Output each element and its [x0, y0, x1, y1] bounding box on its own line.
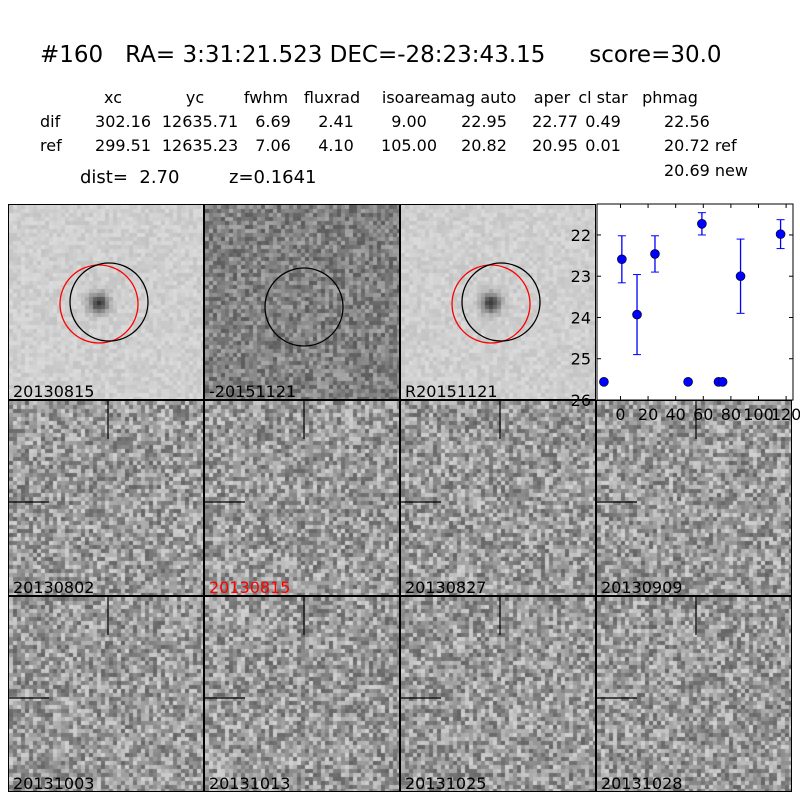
- stamp-image: [401, 401, 595, 595]
- data-point: [697, 219, 707, 229]
- table-cell: 105.00: [381, 136, 437, 155]
- image-stamp[interactable]: 20130909: [596, 400, 792, 596]
- table-cell: 2.41: [318, 112, 354, 131]
- table-cell: 12635.23: [161, 136, 239, 155]
- stamp-image: [205, 597, 399, 791]
- table-cell: 12635.71: [161, 112, 239, 131]
- y-tick-label: 26: [571, 391, 591, 410]
- table-cell: 0.01: [585, 136, 621, 155]
- column-header: phmag: [642, 88, 698, 107]
- stamp-image: [597, 597, 791, 791]
- stamp-date-label: 20131025: [405, 774, 487, 792]
- stamp-date-label: R20151121: [405, 382, 498, 400]
- image-stamp[interactable]: R20151121: [400, 204, 596, 400]
- stamp-date-label: 20130909: [601, 578, 683, 596]
- y-tick-label: 25: [571, 350, 591, 369]
- stamp-image: [597, 401, 791, 595]
- data-point: [632, 309, 642, 320]
- data-point: [683, 377, 693, 387]
- image-stamp[interactable]: 20131025: [400, 596, 596, 792]
- stamp-image: [9, 401, 203, 595]
- table-cell: 20.95: [532, 136, 578, 155]
- data-point: [599, 377, 609, 387]
- table-cell: 299.51: [95, 136, 151, 155]
- detection-circle: [264, 267, 344, 347]
- stamp-date-label: 20130827: [405, 578, 487, 596]
- column-header: yc: [185, 88, 205, 107]
- table-cell: 0.49: [585, 112, 621, 131]
- y-tick-label: 23: [571, 267, 591, 286]
- stamp-date-label: 20131028: [601, 774, 683, 792]
- table-cell: 6.69: [255, 112, 291, 131]
- stamp-date-label: 20130815: [209, 578, 291, 596]
- data-point: [617, 254, 627, 265]
- table-cell: 20.72 ref: [664, 136, 737, 155]
- column-header: mag auto: [439, 88, 517, 107]
- table-cell: 7.06: [255, 136, 291, 155]
- table-cell: 302.16: [95, 112, 151, 131]
- column-header: fwhm: [243, 88, 289, 107]
- column-header: fluxrad: [303, 88, 361, 107]
- column-header: xc: [104, 88, 122, 107]
- image-stamp[interactable]: 20131028: [596, 596, 792, 792]
- x-tick-label: 100: [743, 405, 774, 424]
- data-point: [650, 249, 660, 259]
- stamp-date-label: 20130802: [13, 578, 95, 596]
- table-cell: 4.10: [318, 136, 354, 155]
- x-tick-label: 120: [771, 405, 800, 424]
- stamp-date-label: 20130815: [13, 382, 95, 400]
- phmag-new: 20.69 new: [664, 161, 748, 180]
- data-point: [735, 271, 746, 282]
- dist-text: dist= 2.70: [80, 167, 180, 188]
- table-cell: 22.95: [461, 112, 507, 131]
- x-tick-label: 20: [638, 405, 658, 424]
- detection-circle: [461, 262, 541, 342]
- image-stamp[interactable]: 20130815: [204, 400, 400, 596]
- stamp-date-label: 20131003: [13, 774, 95, 792]
- table-cell: 22.56: [664, 112, 710, 131]
- stamp-image: [205, 401, 399, 595]
- detection-circle: [69, 262, 149, 342]
- x-tick-label: 40: [665, 405, 685, 424]
- image-stamp[interactable]: 20131013: [204, 596, 400, 792]
- row-label: dif: [40, 112, 61, 131]
- plot-area: [596, 203, 794, 401]
- ref-circle: [59, 264, 139, 344]
- stamp-image: [205, 205, 399, 399]
- figure-title: #160 RA= 3:31:21.523 DEC=-28:23:43.15 sc…: [40, 42, 722, 68]
- stamp-date-label: -20151121: [209, 382, 297, 400]
- column-header: cl star: [578, 88, 628, 107]
- stamp-image: [401, 205, 595, 399]
- ref-circle: [451, 264, 531, 344]
- stamp-image: [9, 205, 203, 399]
- stamp-image: [9, 597, 203, 791]
- stamp-date-label: 20131013: [209, 774, 291, 792]
- row-label: ref: [40, 136, 62, 155]
- y-tick-label: 22: [571, 226, 591, 245]
- y-tick-label: 24: [571, 308, 591, 327]
- column-header: aper: [533, 88, 571, 107]
- x-tick-label: 60: [693, 405, 713, 424]
- z-text: z=0.1641: [229, 167, 317, 188]
- image-stamp[interactable]: -20151121: [204, 204, 400, 400]
- data-point: [717, 377, 728, 387]
- image-stamp[interactable]: 20130827: [400, 400, 596, 596]
- column-header: isoarea: [381, 88, 441, 107]
- image-stamp[interactable]: 20130802: [8, 400, 204, 596]
- table-cell: 9.00: [391, 112, 427, 131]
- image-stamp[interactable]: 20130815: [8, 204, 204, 400]
- table-cell: 22.77: [532, 112, 578, 131]
- table-cell: 20.82: [461, 136, 507, 155]
- stamp-image: [401, 597, 595, 791]
- x-tick-label: 80: [721, 405, 741, 424]
- data-point: [775, 229, 786, 239]
- x-tick-label: 0: [615, 405, 625, 424]
- image-stamp[interactable]: 20131003: [8, 596, 204, 792]
